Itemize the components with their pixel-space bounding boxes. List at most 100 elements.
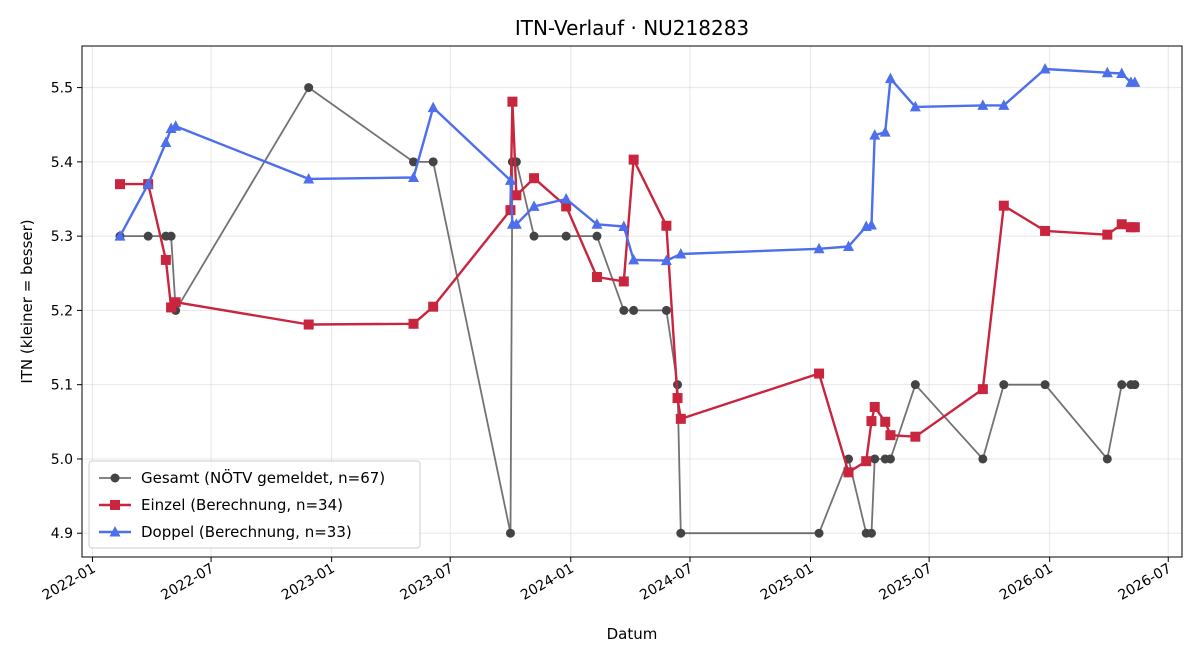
x-tick-label: 2023-01 <box>279 561 338 604</box>
data-point-doppel <box>303 172 315 184</box>
data-point-einzel <box>843 467 854 478</box>
data-point-einzel <box>866 416 877 427</box>
data-point-doppel <box>160 136 172 148</box>
y-tick-label: 5.3 <box>51 229 73 245</box>
data-point-gesamt <box>511 157 521 167</box>
data-point-gesamt <box>910 380 920 390</box>
y-tick-label: 4.9 <box>51 526 73 542</box>
data-point-doppel <box>591 218 603 229</box>
data-point-gesamt <box>866 528 876 538</box>
data-point-einzel <box>1116 219 1127 230</box>
data-point-doppel <box>114 230 126 241</box>
data-point-gesamt <box>143 231 153 241</box>
data-point-gesamt <box>870 454 880 464</box>
legend-marker-einzel <box>110 500 120 510</box>
data-point-doppel <box>170 120 182 131</box>
data-point-doppel <box>869 129 881 140</box>
data-point-gesamt <box>428 157 438 167</box>
legend-box <box>88 460 421 549</box>
data-point-doppel <box>142 178 154 189</box>
y-axis-title: ITN (kleiner = besser) <box>18 219 36 383</box>
data-point-gesamt <box>505 528 515 538</box>
data-point-gesamt <box>1040 380 1050 390</box>
data-point-doppel <box>1116 67 1128 78</box>
legend-item-gesamt: Gesamt (NÖTV gemeldet, n=67) <box>99 468 385 487</box>
data-point-gesamt <box>661 305 671 315</box>
data-point-einzel <box>561 201 572 212</box>
data-point-einzel <box>505 205 516 216</box>
data-point-einzel <box>910 431 921 442</box>
data-point-einzel <box>408 318 419 329</box>
data-point-doppel <box>1039 63 1051 74</box>
data-point-gesamt <box>1130 380 1140 390</box>
data-point-gesamt <box>814 528 824 538</box>
x-tick-label: 2022-01 <box>40 561 99 604</box>
data-point-gesamt <box>166 231 176 241</box>
x-tick-label: 2025-01 <box>758 561 817 604</box>
data-point-einzel <box>1129 222 1140 233</box>
data-point-gesamt <box>561 231 571 241</box>
data-point-einzel <box>814 368 825 379</box>
data-point-gesamt <box>304 83 314 93</box>
data-point-einzel <box>977 384 988 395</box>
data-point-doppel <box>528 200 540 211</box>
data-point-gesamt <box>999 380 1009 390</box>
data-point-einzel <box>511 190 522 201</box>
data-point-gesamt <box>978 454 988 464</box>
data-point-doppel <box>813 242 825 254</box>
legend-label-gesamt: Gesamt (NÖTV gemeldet, n=67) <box>141 468 385 487</box>
data-point-doppel <box>884 72 896 84</box>
x-tick-label: 2025-07 <box>876 561 935 604</box>
data-point-doppel <box>408 171 420 182</box>
data-point-doppel <box>1129 76 1141 87</box>
y-tick-label: 5.1 <box>51 378 73 394</box>
data-point-gesamt <box>1117 380 1127 390</box>
series-doppel <box>114 63 1141 266</box>
data-point-doppel <box>998 99 1010 110</box>
series-gesamt <box>115 83 1140 538</box>
data-point-doppel <box>865 218 877 230</box>
legend-label-doppel: Doppel (Berechnung, n=33) <box>141 523 352 541</box>
legend-label-einzel: Einzel (Berechnung, n=34) <box>141 496 343 514</box>
data-point-einzel <box>170 297 181 308</box>
data-point-gesamt <box>409 157 419 167</box>
data-point-gesamt <box>676 528 686 538</box>
data-point-einzel <box>507 96 518 107</box>
legend-marker-gesamt <box>110 473 120 483</box>
data-point-doppel <box>504 174 516 185</box>
data-point-einzel <box>861 456 872 467</box>
data-point-doppel <box>427 101 439 113</box>
chart-title: ITN-Verlauf · NU218283 <box>515 16 749 40</box>
series-einzel <box>114 96 1140 478</box>
data-point-einzel <box>675 413 686 424</box>
data-point-doppel <box>660 254 672 266</box>
data-point-einzel <box>303 319 314 330</box>
data-point-doppel <box>510 218 522 229</box>
data-point-einzel <box>114 179 125 190</box>
data-point-einzel <box>869 401 880 412</box>
data-point-einzel <box>998 200 1009 211</box>
data-point-gesamt <box>1102 454 1112 464</box>
data-point-doppel <box>675 247 687 259</box>
x-tick-label: 2026-07 <box>1116 561 1175 604</box>
data-point-einzel <box>618 276 629 287</box>
series-layer <box>114 63 1141 538</box>
data-point-doppel <box>618 220 630 231</box>
data-point-gesamt <box>529 231 539 241</box>
legend: Gesamt (NÖTV gemeldet, n=67) Einzel (Bere… <box>88 460 421 549</box>
data-point-einzel <box>628 154 639 165</box>
legend-item-einzel: Einzel (Berechnung, n=34) <box>99 496 343 514</box>
data-point-einzel <box>672 393 683 404</box>
x-tick-label: 2024-07 <box>637 561 696 604</box>
data-point-gesamt <box>885 454 895 464</box>
y-tick-label: 5.4 <box>51 155 73 171</box>
data-point-doppel <box>560 193 572 204</box>
series-line-einzel <box>120 100 1135 474</box>
data-point-doppel <box>628 253 640 265</box>
data-point-einzel <box>166 302 177 313</box>
data-point-einzel <box>1102 229 1113 240</box>
y-tick-label: 5.5 <box>51 81 73 97</box>
x-tick-label: 2024-01 <box>518 561 577 604</box>
data-point-doppel <box>909 100 921 112</box>
